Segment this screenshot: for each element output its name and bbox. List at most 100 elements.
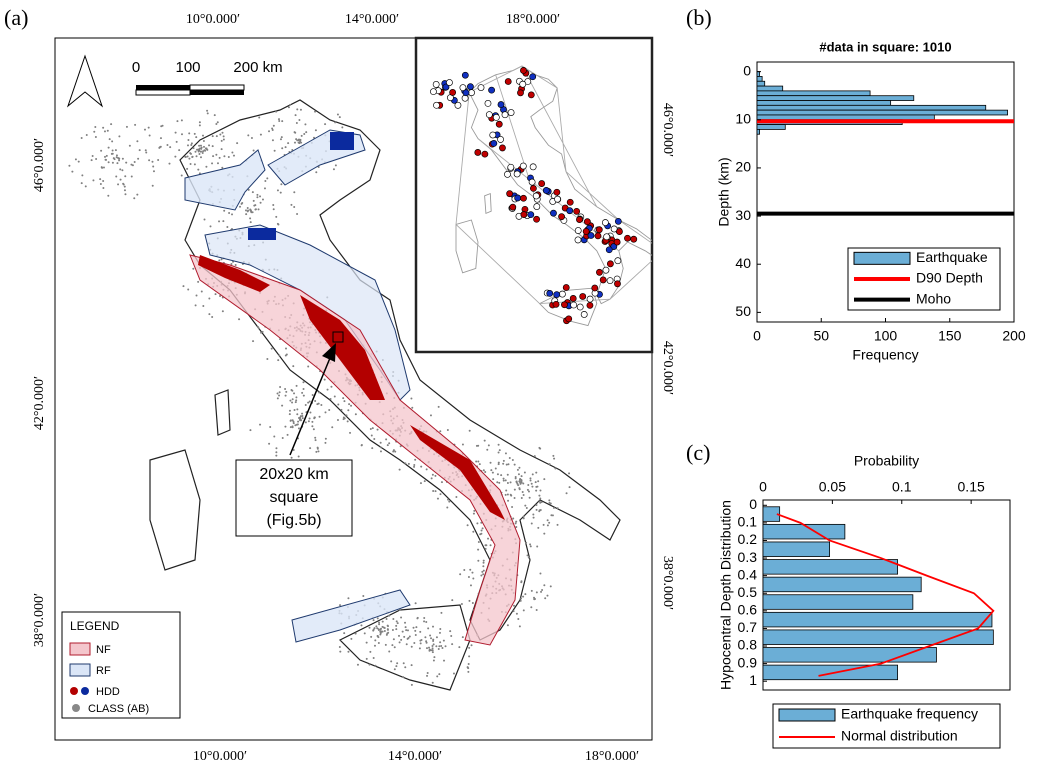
y-tick-label: 0.8 [738,637,758,653]
bar [756,76,763,82]
scale-bar [136,85,190,90]
quake-dot [223,209,226,212]
quake-dot [391,644,394,647]
quake-dot [446,429,449,432]
scale-label: 100 [175,59,200,76]
mechanism [495,120,503,128]
x-tick-label: 100 [874,328,898,344]
quake-dot [115,154,118,157]
quake-dot [295,138,298,141]
quake-dot [427,627,430,630]
quake-dot [279,385,282,388]
quake-dot [198,153,201,156]
quake-dot [278,119,281,122]
quake-dot [472,577,475,580]
quake-dot [420,639,423,642]
mechanism [484,99,492,107]
quake-dot [522,609,525,612]
quake-dot [269,426,272,429]
quake-dot [432,638,435,641]
mechanism [606,277,614,285]
quake-dot [249,429,252,432]
quake-dot [309,411,312,414]
quake-dot [278,394,281,397]
quake-dot [324,441,327,444]
quake-dot [110,123,113,126]
quake-dot [234,263,237,266]
quake-dot [130,175,133,178]
mechanism [576,303,584,311]
quake-dot [199,150,202,153]
quake-dot [461,636,464,639]
quake-dot [94,125,97,128]
quake-dot [530,606,533,609]
quake-dot [505,463,508,466]
quake-dot [215,153,218,156]
mechanism [610,243,618,250]
quake-dot [505,489,508,492]
quake-dot [459,573,462,576]
quake-dot [294,114,297,117]
quake-dot [516,468,519,471]
quake-dot [287,106,290,109]
quake-dot [74,158,77,161]
inset-zones [455,65,652,305]
y-tick-label: 1 [749,672,757,688]
quake-dot [281,120,284,123]
quake-dot [189,152,192,155]
quake-dot [537,480,540,483]
quake-dot [549,585,552,588]
quake-dot [477,548,480,551]
quake-dot [284,425,287,428]
quake-dot [133,161,136,164]
quake-dot [484,471,487,474]
quake-dot [468,599,471,602]
bar [756,124,786,130]
quake-dot [548,499,551,502]
quake-dot [284,394,287,397]
quake-dot [338,646,341,649]
quake-dot [268,442,271,445]
quake-dot [522,515,525,518]
quake-dot [292,422,295,425]
quake-dot [524,593,527,596]
quake-dot [336,419,339,422]
quake-dot [218,220,221,223]
quake-dot [221,166,224,169]
quake-dot [437,647,440,650]
quake-dot [378,621,381,624]
quake-dot [297,455,300,458]
quake-dot [296,108,299,111]
quake-dot [293,392,296,395]
quake-dot [102,166,105,169]
quake-dot [302,381,305,384]
quake-dot [159,145,162,148]
quake-dot [373,644,376,647]
mechanism [599,276,607,284]
quake-dot [393,668,396,671]
quake-dot [115,175,118,178]
quake-dot [535,503,538,506]
quake-dot [423,620,426,623]
quake-dot [227,156,230,159]
quake-dot [379,628,382,631]
quake-dot [202,140,205,143]
quake-dot [431,649,434,652]
quake-dot [522,493,525,496]
hdd-cells [198,255,270,292]
quake-dot [102,126,105,129]
quake-dot [116,162,119,165]
mechanism [506,190,514,198]
mechanism [488,86,496,94]
mechanism [601,219,609,226]
quake-dot [506,624,509,627]
quake-dot [226,225,229,228]
quake-dot [383,629,386,632]
mechanism [442,83,450,91]
quake-dot [111,149,114,152]
quake-dot [214,293,217,296]
quake-dot [467,667,470,670]
rf-zone [291,589,411,643]
quake-dot [434,490,437,493]
quake-dot [114,149,117,152]
